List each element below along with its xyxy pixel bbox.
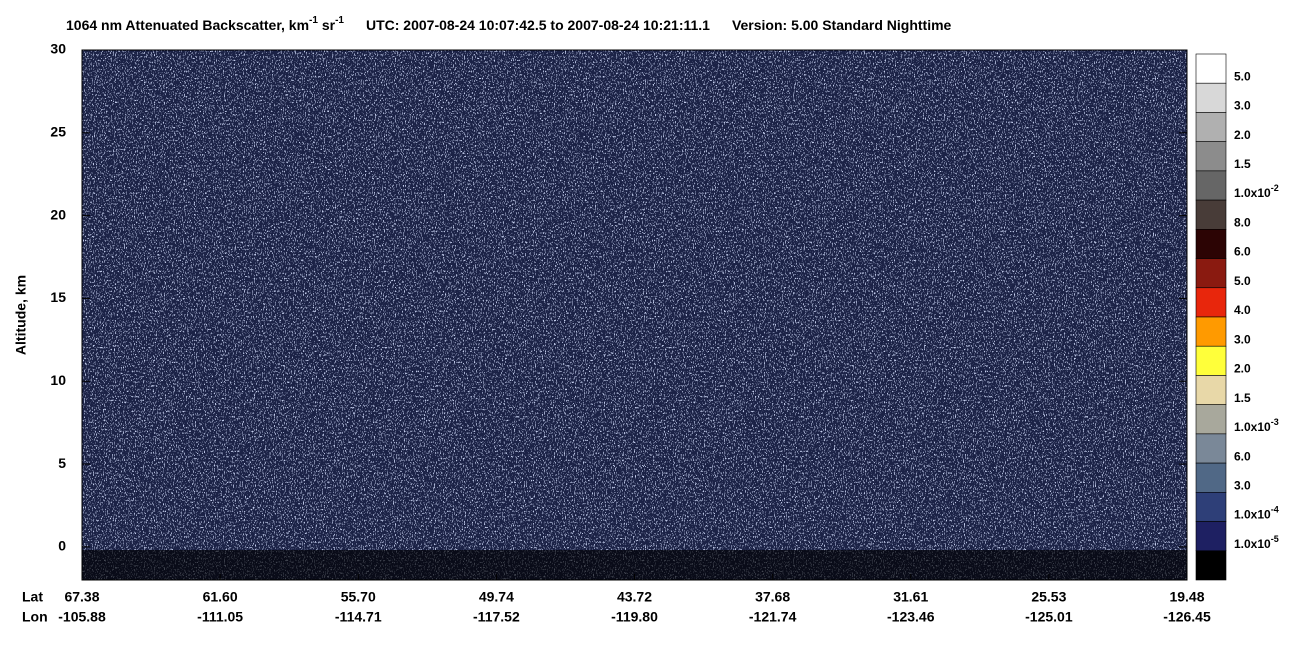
x-tick-label: 49.74 — [479, 589, 514, 605]
colorbar-label: 3.0 — [1234, 479, 1251, 493]
colorbar-label: 1.5 — [1234, 157, 1251, 171]
colorbar-label: 1.0x10-2 — [1234, 183, 1279, 200]
x-tick-label: 25.53 — [1031, 589, 1066, 605]
colorbar-box — [1195, 316, 1227, 347]
colorbar-label: 5.0 — [1234, 274, 1251, 288]
y-tick-label: 10 — [50, 372, 66, 388]
x-tick-label: 67.38 — [64, 589, 99, 605]
x-tick-label: -105.88 — [58, 609, 106, 625]
y-axis-label: Altitude, km — [13, 275, 29, 355]
x-tick-label: -114.71 — [335, 609, 382, 625]
x-row-name: Lat — [22, 589, 43, 605]
y-tick-label: 0 — [58, 538, 66, 554]
colorbar-label: 1.0x10-5 — [1234, 534, 1279, 551]
colorbar-label: 3.0 — [1234, 332, 1251, 346]
y-tick-label: 5 — [58, 455, 66, 471]
x-tick-label: 43.72 — [617, 589, 652, 605]
colorbar-label: 8.0 — [1234, 216, 1251, 230]
x-tick-label: 61.60 — [203, 589, 238, 605]
colorbar-label: 3.0 — [1234, 99, 1251, 113]
colorbar-box — [1195, 375, 1227, 405]
colorbar-box — [1195, 112, 1227, 142]
colorbar-label: 6.0 — [1234, 449, 1251, 463]
x-tick-label: 37.68 — [755, 589, 790, 605]
colorbar-box — [1195, 433, 1227, 464]
colorbar-box — [1195, 82, 1227, 113]
colorbar-box — [1195, 404, 1227, 435]
colorbar-label-base: 1.0x10 — [1234, 537, 1271, 551]
colorbar-label-exp: -3 — [1271, 417, 1279, 427]
x-tick-label: 31.61 — [893, 589, 928, 605]
x-tick-label: -125.01 — [1025, 609, 1073, 625]
colorbar-label-exp: -5 — [1271, 534, 1279, 544]
x-tick-label: 55.70 — [341, 589, 376, 605]
y-tick-label: 25 — [50, 124, 66, 140]
x-tick-label: -111.05 — [197, 609, 243, 625]
x-row-name: Lon — [22, 609, 48, 625]
colorbar-label: 5.0 — [1234, 69, 1251, 83]
colorbar-box — [1195, 345, 1227, 376]
colorbar-label: 2.0 — [1234, 128, 1251, 142]
x-tick-label: -126.45 — [1163, 609, 1211, 625]
colorbar-box — [1195, 170, 1227, 201]
colorbar-label: 2.0 — [1234, 362, 1251, 376]
y-tick-label: 15 — [50, 289, 66, 305]
colorbar-box — [1195, 492, 1227, 522]
x-tick-label: -121.74 — [749, 609, 797, 625]
colorbar-label: 1.5 — [1234, 391, 1251, 405]
colorbar-box — [1195, 287, 1227, 318]
colorbar-label-base: 1.0x10 — [1234, 508, 1271, 522]
colorbar-box — [1195, 550, 1227, 581]
colorbar-box — [1195, 199, 1227, 230]
colorbar-label-exp: -4 — [1271, 505, 1279, 515]
colorbar-box — [1195, 229, 1227, 259]
chart-title: 1064 nm Attenuated Backscatter, km-1 sr-… — [66, 15, 952, 33]
colorbar-label-exp: -2 — [1271, 183, 1279, 193]
x-tick-label: -117.52 — [473, 609, 520, 625]
colorbar-box — [1195, 141, 1227, 172]
colorbar-label: 1.0x10-3 — [1234, 417, 1279, 434]
x-tick-label: -119.80 — [611, 609, 658, 625]
colorbar-label-base: 1.0x10 — [1234, 186, 1271, 200]
x-tick-label: 19.48 — [1169, 589, 1204, 605]
x-tick-label: -123.46 — [887, 609, 935, 625]
colorbar-box — [1195, 521, 1227, 552]
backscatter-texture — [82, 50, 1187, 580]
colorbar-label: 6.0 — [1234, 245, 1251, 259]
colorbar-label: 1.0x10-4 — [1234, 505, 1279, 522]
y-tick-label: 30 — [50, 41, 66, 57]
y-tick-label: 20 — [50, 206, 66, 222]
colorbar-label: 4.0 — [1234, 303, 1251, 317]
colorbar-box — [1195, 258, 1227, 289]
colorbar: 5.03.02.01.51.0x10-28.06.05.04.03.02.01.… — [1195, 53, 1279, 581]
colorbar-label-base: 1.0x10 — [1234, 420, 1271, 434]
colorbar-box — [1195, 462, 1227, 493]
colorbar-box — [1195, 53, 1227, 84]
